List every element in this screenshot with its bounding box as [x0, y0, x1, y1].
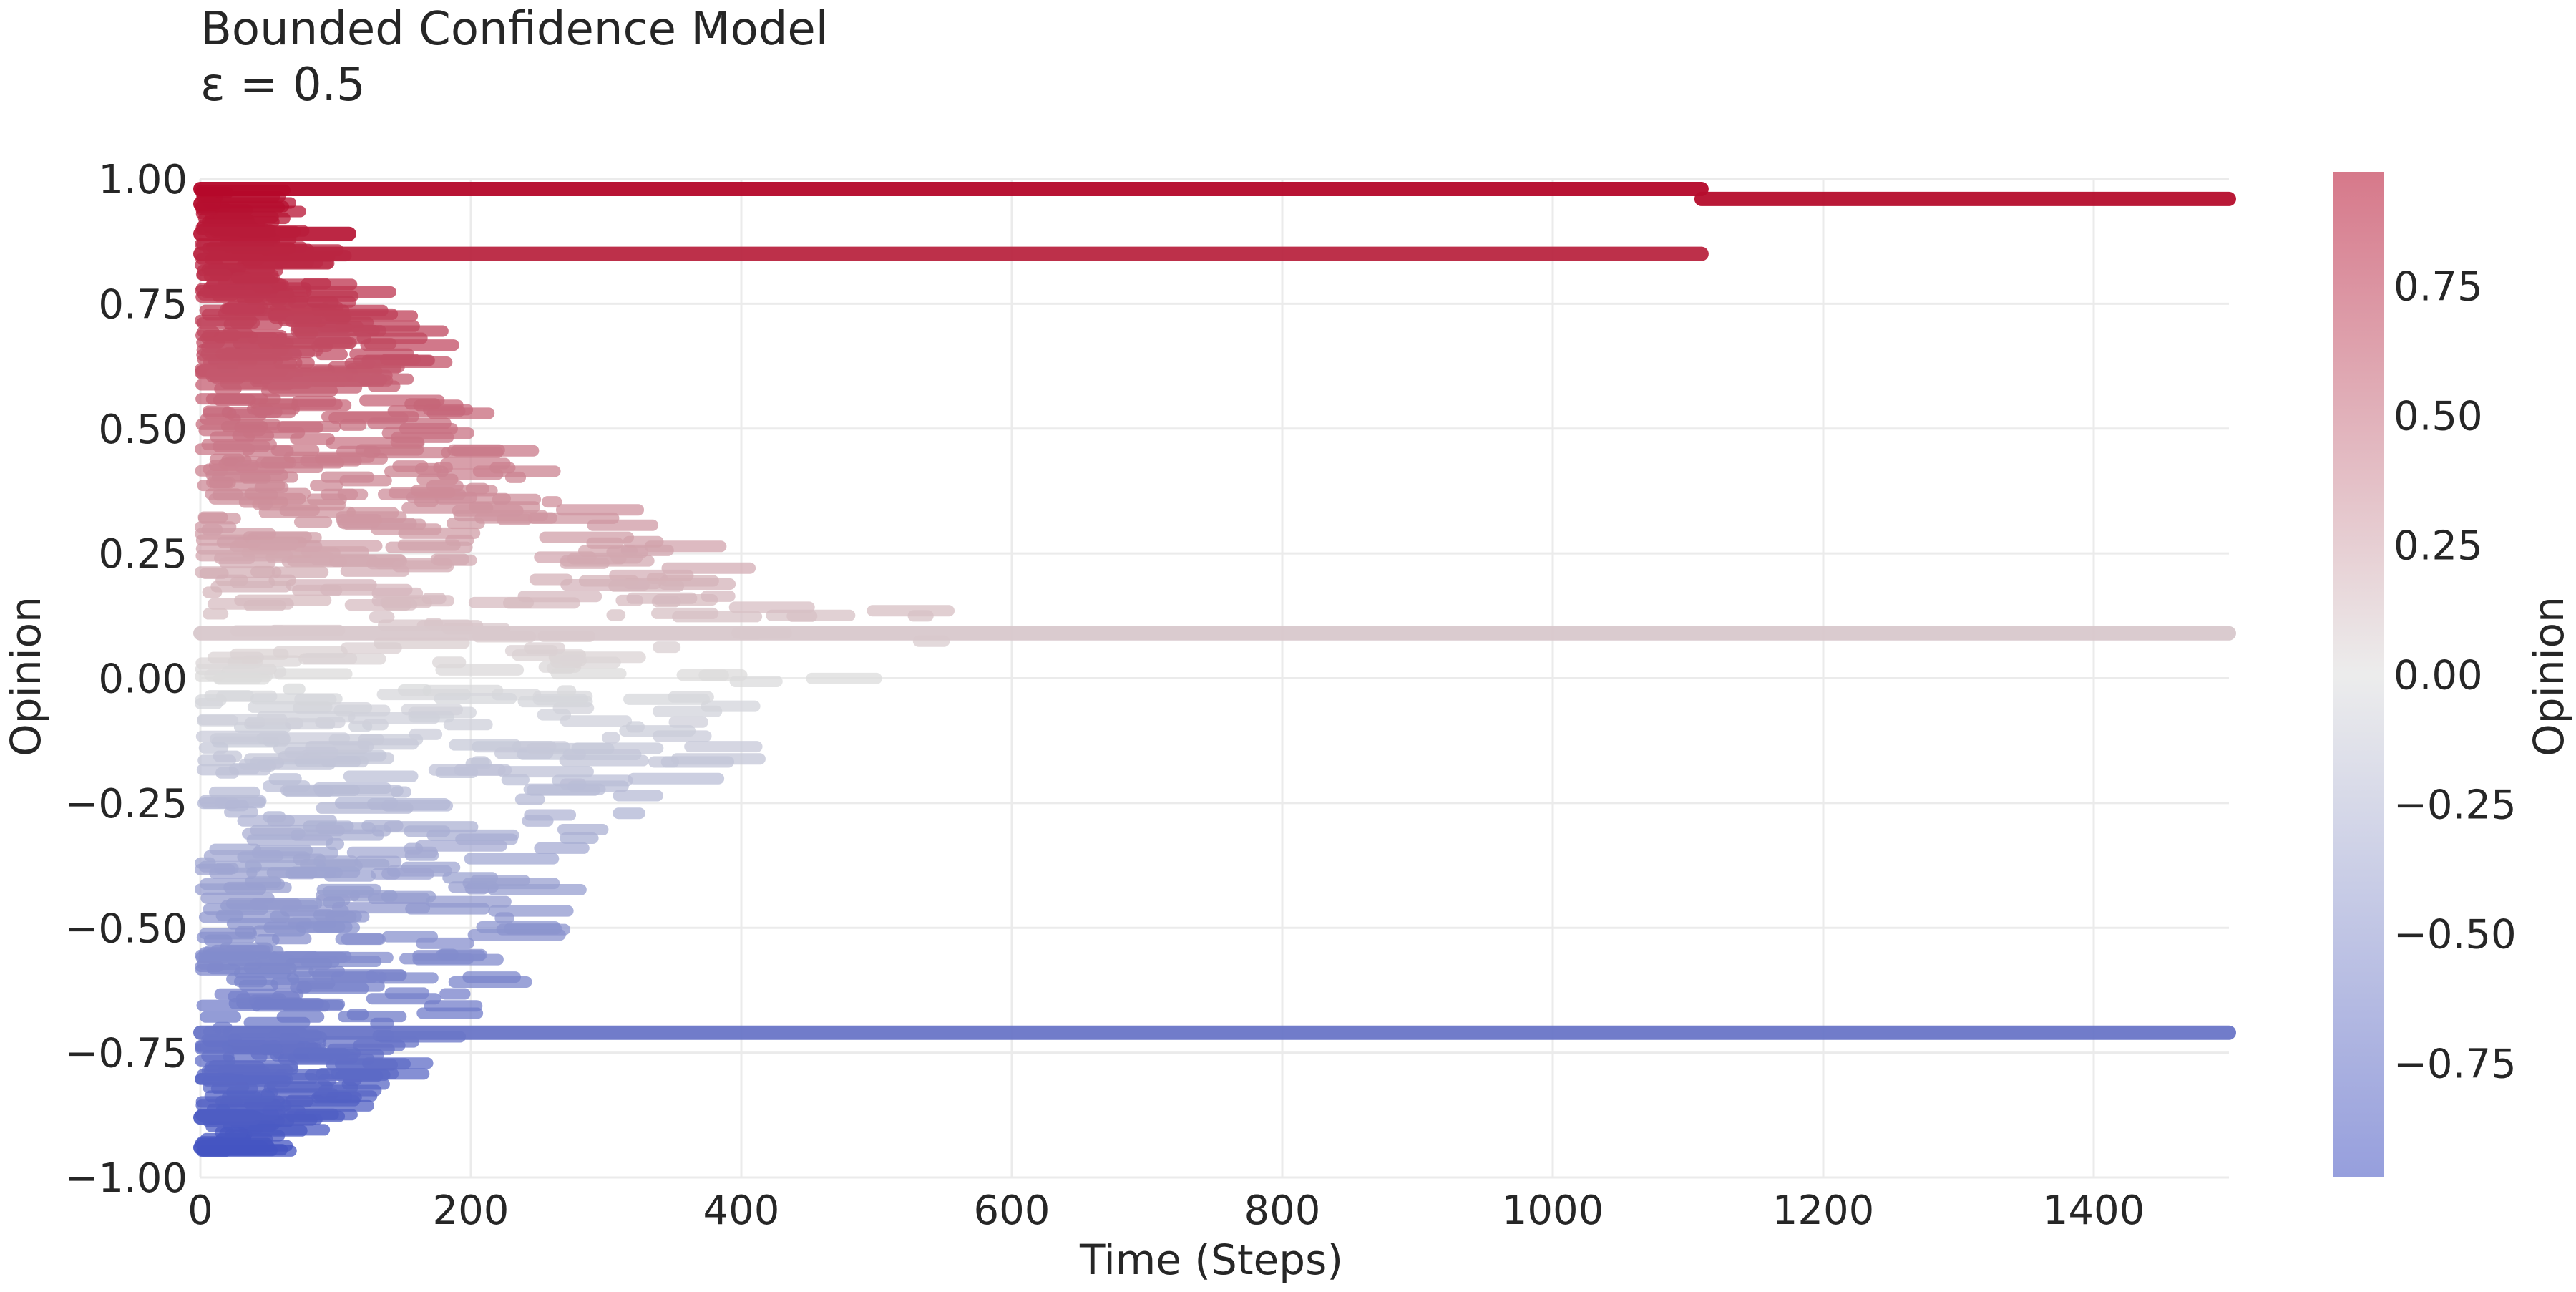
x-tick-label: 1400 [2043, 1187, 2145, 1234]
chart-title: Bounded Confidence Model [200, 3, 829, 56]
y-axis-ticks: 1.00 0.75 0.50 0.25 0.00 −0.25 −0.50 −0.75 −1.00 [64, 157, 187, 1202]
colorbar [2333, 172, 2384, 1177]
y-tick-label: 0.00 [98, 656, 187, 703]
colorbar-tick-label: −0.25 [2394, 782, 2517, 829]
colorbar-tick-label: 0.50 [2394, 393, 2483, 439]
y-tick-label: 0.25 [98, 531, 187, 578]
y-tick-label: 1.00 [98, 157, 187, 203]
colorbar-tick-label: 0.75 [2394, 263, 2483, 310]
colorbar-ticks: 0.75 0.50 0.25 0.00 −0.25 −0.50 −0.75 [2394, 263, 2517, 1087]
colorbar-tick-label: 0.25 [2394, 523, 2483, 569]
colorbar-tick-label: −0.50 [2394, 912, 2517, 958]
x-tick-label: 1200 [1772, 1187, 1875, 1234]
x-tick-label: 800 [1244, 1187, 1321, 1234]
colorbar-tick-label: 0.00 [2394, 653, 2483, 699]
colorbar-label: Opinion [2524, 596, 2573, 757]
data-marks [193, 181, 2236, 1157]
y-tick-label: −1.00 [64, 1155, 187, 1202]
x-tick-label: 600 [974, 1187, 1050, 1234]
x-tick-label: 200 [433, 1187, 509, 1234]
y-tick-label: 0.50 [98, 407, 187, 453]
chart-subtitle: ε = 0.5 [200, 59, 366, 112]
x-tick-label: 0 [187, 1187, 213, 1234]
x-tick-label: 400 [703, 1187, 780, 1234]
x-tick-label: 1000 [1502, 1187, 1604, 1234]
y-tick-label: −0.25 [64, 781, 187, 827]
y-tick-label: 0.75 [98, 281, 187, 328]
x-axis-ticks: 0 200 400 600 800 1000 1200 1400 [187, 1187, 2145, 1234]
colorbar-tick-label: −0.75 [2394, 1041, 2517, 1088]
y-tick-label: −0.50 [64, 905, 187, 952]
x-axis-label: Time (Steps) [1079, 1235, 1343, 1284]
y-axis-label: Opinion [1, 596, 50, 757]
y-tick-label: −0.75 [64, 1031, 187, 1077]
